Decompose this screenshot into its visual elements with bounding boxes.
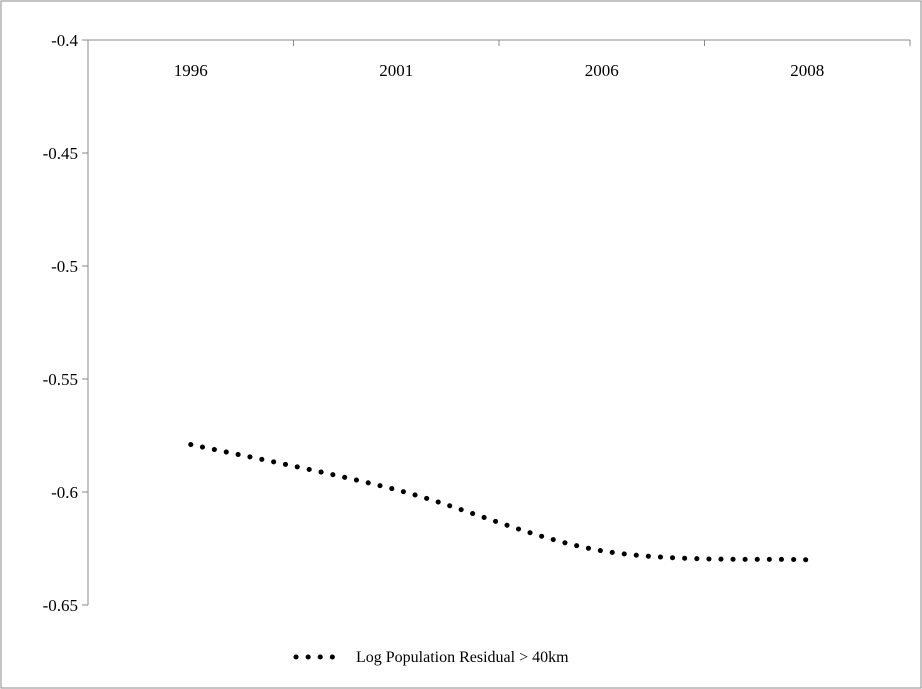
x-tick-label: 2008 bbox=[790, 61, 824, 80]
y-tick-label: -0.5 bbox=[51, 257, 78, 276]
y-tick-label: -0.4 bbox=[51, 31, 78, 50]
x-tick-label: 2006 bbox=[585, 61, 619, 80]
legend: Log Population Residual > 40km bbox=[293, 649, 569, 666]
axes: -0.4 -0.45 -0.5 -0.55 -0.6 -0.65 1996 2001 2006 2… bbox=[43, 31, 911, 615]
y-tick-label: -0.55 bbox=[43, 370, 78, 389]
legend-label: Log Population Residual > 40km bbox=[356, 649, 569, 666]
y-tick-label: -0.6 bbox=[51, 483, 78, 502]
y-tick-label: -0.65 bbox=[43, 596, 78, 615]
x-tick-label: 1996 bbox=[174, 61, 208, 80]
y-tick-label: -0.45 bbox=[43, 144, 78, 163]
x-tick-label: 2001 bbox=[379, 61, 413, 80]
